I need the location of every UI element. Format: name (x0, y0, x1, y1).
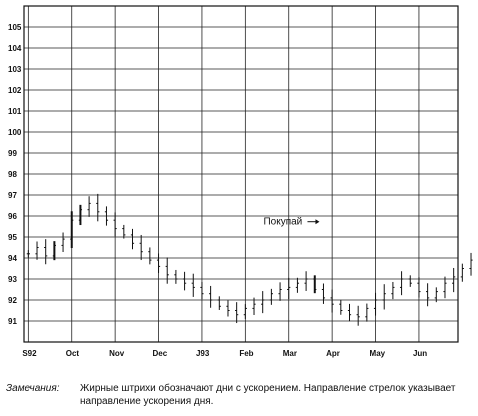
price-bar (165, 257, 169, 284)
price-bar (174, 269, 178, 284)
x-tick-label: Apr (326, 349, 340, 358)
annotation-label: Покупай (263, 217, 302, 228)
price-bar (61, 232, 65, 252)
price-bar (226, 300, 230, 317)
price-bar (321, 283, 326, 304)
price-bar (130, 228, 135, 250)
y-tick-label: 104 (8, 44, 22, 53)
price-bar (356, 305, 360, 326)
x-tick-label: Oct (66, 349, 80, 358)
annotations: Покупай (263, 217, 320, 228)
y-tick-label: 105 (8, 23, 22, 32)
price-bar (391, 281, 395, 300)
x-tick-label: Jun (413, 349, 427, 358)
y-tick-label: 101 (8, 107, 22, 116)
chart-figure: Покупай 91 92 93 94 95 96 97 98 99 100 101 102 103 10… (8, 5, 473, 358)
y-tick-label: 98 (8, 170, 17, 179)
price-bar (156, 253, 161, 273)
price-bar (330, 289, 334, 313)
price-bar (408, 275, 412, 287)
y-tick-label: 92 (8, 296, 17, 305)
x-tick-label: May (370, 349, 386, 358)
y-tick-label: 96 (8, 212, 17, 221)
plot-frame (23, 5, 459, 343)
y-tick-label: 97 (8, 191, 17, 200)
price-bar (295, 277, 300, 293)
price-bar (44, 239, 48, 265)
caption-label: Замечания: (6, 383, 60, 394)
price-bar (460, 263, 464, 282)
price-bar (339, 299, 343, 315)
price-bar (373, 292, 378, 316)
price-bar (269, 288, 273, 305)
price-bar (87, 196, 91, 217)
chart-grid (24, 6, 458, 342)
price-bar (443, 276, 447, 299)
price-bar (122, 224, 126, 239)
x-tick-label: Nov (109, 349, 125, 358)
price-bar (399, 271, 404, 296)
x-tick-label: J93 (196, 349, 210, 358)
price-bar (139, 234, 143, 261)
price-bar (26, 250, 30, 258)
x-tick-label: Mar (283, 349, 297, 358)
x-tick-labels: S92 Oct Nov Dec J93 Feb Mar Apr May Jun (22, 349, 427, 358)
price-bar (191, 273, 195, 297)
price-bar (35, 241, 39, 260)
price-bar (209, 285, 213, 308)
price-bar (113, 212, 117, 237)
price-bar (217, 296, 221, 310)
y-tick-label: 100 (8, 128, 22, 137)
y-tick-label: 94 (8, 254, 17, 263)
price-bar (304, 271, 308, 291)
x-tick-label: Feb (239, 349, 253, 358)
price-bar (52, 241, 56, 261)
y-tick-label: 91 (8, 317, 17, 326)
y-tick-label: 93 (8, 275, 17, 284)
price-bar (287, 277, 291, 300)
price-bar (313, 275, 317, 294)
caption-text: Жирные штрихи обозначают дни с ускорение… (80, 383, 456, 407)
price-bar (148, 247, 152, 265)
price-bar (261, 291, 265, 314)
price-bars (26, 193, 473, 326)
price-bar (252, 297, 256, 315)
x-tick-label: S92 (22, 349, 37, 358)
y-tick-label: 103 (8, 65, 22, 74)
price-bar (382, 284, 386, 310)
y-tick-label: 99 (8, 149, 17, 158)
price-bar (347, 303, 352, 322)
price-bar (417, 277, 421, 298)
price-bar (243, 304, 247, 319)
price-bar (104, 206, 109, 226)
price-bar (96, 193, 100, 222)
y-tick-labels: 91 92 93 94 95 96 97 98 99 100 101 102 103 104 105 (8, 23, 22, 326)
price-bar (365, 303, 369, 322)
x-tick-label: Dec (153, 349, 168, 358)
price-bar (452, 267, 456, 293)
price-bar (434, 287, 438, 303)
price-bar (469, 252, 473, 276)
price-bar (70, 211, 74, 249)
y-tick-label: 95 (8, 233, 17, 242)
price-bar (200, 281, 204, 300)
price-bar (78, 204, 83, 226)
y-tick-label: 102 (8, 86, 22, 95)
price-bar (235, 302, 239, 324)
price-bar (182, 271, 187, 291)
price-bar (278, 282, 282, 301)
annotation-arrowhead (315, 219, 320, 225)
price-bar (426, 283, 430, 307)
